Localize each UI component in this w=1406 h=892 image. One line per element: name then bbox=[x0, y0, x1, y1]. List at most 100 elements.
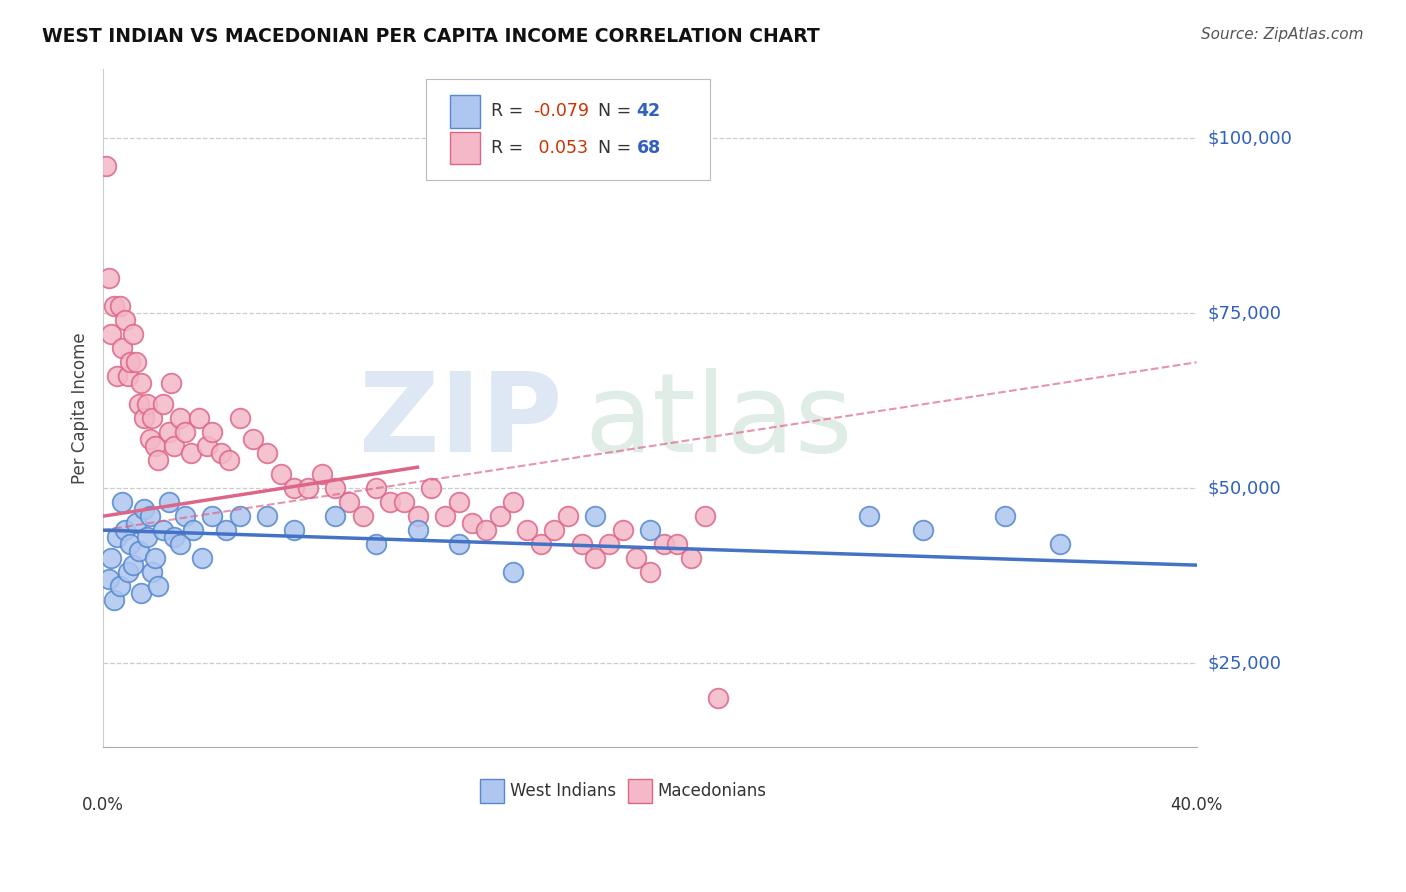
Point bbox=[337, 495, 360, 509]
Text: $25,000: $25,000 bbox=[1208, 654, 1282, 672]
Text: atlas: atlas bbox=[585, 368, 853, 475]
Point bbox=[229, 411, 252, 425]
Text: West Indians: West Indians bbox=[510, 782, 616, 800]
Point bbox=[187, 411, 209, 425]
Point bbox=[283, 481, 305, 495]
Point bbox=[352, 509, 374, 524]
Point bbox=[108, 299, 131, 313]
Point bbox=[157, 425, 180, 440]
Point bbox=[100, 551, 122, 566]
Text: N =: N = bbox=[599, 103, 637, 120]
Point bbox=[174, 509, 197, 524]
Point bbox=[242, 432, 264, 446]
Text: 0.053: 0.053 bbox=[533, 139, 588, 157]
Point bbox=[105, 369, 128, 384]
Point bbox=[103, 299, 125, 313]
Point bbox=[433, 509, 456, 524]
Point bbox=[447, 495, 470, 509]
Text: -0.079: -0.079 bbox=[533, 103, 589, 120]
Point bbox=[138, 509, 160, 524]
Point bbox=[97, 271, 120, 285]
Point bbox=[117, 565, 139, 579]
Point bbox=[128, 397, 150, 411]
Point bbox=[707, 691, 730, 706]
Point bbox=[516, 523, 538, 537]
Point bbox=[141, 565, 163, 579]
Point bbox=[325, 509, 347, 524]
Text: WEST INDIAN VS MACEDONIAN PER CAPITA INCOME CORRELATION CHART: WEST INDIAN VS MACEDONIAN PER CAPITA INC… bbox=[42, 27, 820, 45]
Text: 68: 68 bbox=[637, 139, 661, 157]
Point bbox=[190, 551, 212, 566]
Point bbox=[183, 523, 205, 537]
Point bbox=[502, 495, 524, 509]
Point bbox=[169, 411, 191, 425]
Point bbox=[122, 558, 145, 573]
Point bbox=[97, 572, 120, 586]
Point bbox=[134, 411, 156, 425]
Point bbox=[120, 537, 142, 551]
Point bbox=[612, 523, 634, 537]
Point bbox=[638, 523, 661, 537]
Text: 42: 42 bbox=[637, 103, 661, 120]
Point bbox=[638, 565, 661, 579]
Point bbox=[174, 425, 197, 440]
Text: 40.0%: 40.0% bbox=[1170, 796, 1223, 814]
Text: $75,000: $75,000 bbox=[1208, 304, 1282, 322]
Point bbox=[180, 446, 202, 460]
Point bbox=[218, 453, 240, 467]
Point bbox=[529, 537, 551, 551]
Point bbox=[138, 432, 160, 446]
Point bbox=[125, 516, 148, 531]
Point bbox=[94, 160, 117, 174]
Point bbox=[447, 537, 470, 551]
Point bbox=[152, 397, 174, 411]
Point bbox=[583, 551, 606, 566]
Point bbox=[366, 537, 388, 551]
Point bbox=[143, 439, 166, 453]
Point bbox=[131, 586, 153, 600]
Point bbox=[912, 523, 935, 537]
Point bbox=[143, 551, 166, 566]
Point bbox=[134, 502, 156, 516]
Text: R =: R = bbox=[491, 139, 529, 157]
Y-axis label: Per Capita Income: Per Capita Income bbox=[72, 332, 89, 483]
Point bbox=[652, 537, 675, 551]
Point bbox=[256, 446, 278, 460]
Point bbox=[994, 509, 1017, 524]
Text: R =: R = bbox=[491, 103, 529, 120]
Point bbox=[543, 523, 565, 537]
Point bbox=[122, 327, 145, 342]
Point bbox=[108, 579, 131, 593]
Point bbox=[311, 467, 333, 482]
Point bbox=[1049, 537, 1071, 551]
Point bbox=[157, 495, 180, 509]
Point bbox=[117, 369, 139, 384]
FancyBboxPatch shape bbox=[426, 78, 710, 180]
Text: ZIP: ZIP bbox=[359, 368, 562, 475]
Point bbox=[152, 523, 174, 537]
Bar bbox=[628, 779, 652, 804]
Text: Macedonians: Macedonians bbox=[658, 782, 766, 800]
Text: 0.0%: 0.0% bbox=[82, 796, 124, 814]
Point bbox=[571, 537, 593, 551]
Point bbox=[557, 509, 579, 524]
Point bbox=[146, 453, 169, 467]
Point bbox=[160, 376, 183, 391]
Point bbox=[120, 355, 142, 369]
Point bbox=[135, 530, 157, 544]
Point bbox=[366, 481, 388, 495]
Point bbox=[420, 481, 443, 495]
Point bbox=[100, 327, 122, 342]
Point bbox=[392, 495, 415, 509]
Bar bbox=[481, 779, 505, 804]
Point bbox=[406, 523, 429, 537]
Point bbox=[215, 523, 238, 537]
Point bbox=[858, 509, 880, 524]
Point bbox=[163, 530, 186, 544]
Text: Source: ZipAtlas.com: Source: ZipAtlas.com bbox=[1201, 27, 1364, 42]
Point bbox=[502, 565, 524, 579]
Point bbox=[229, 509, 252, 524]
Point bbox=[114, 313, 136, 327]
Point bbox=[111, 495, 134, 509]
Point bbox=[270, 467, 292, 482]
